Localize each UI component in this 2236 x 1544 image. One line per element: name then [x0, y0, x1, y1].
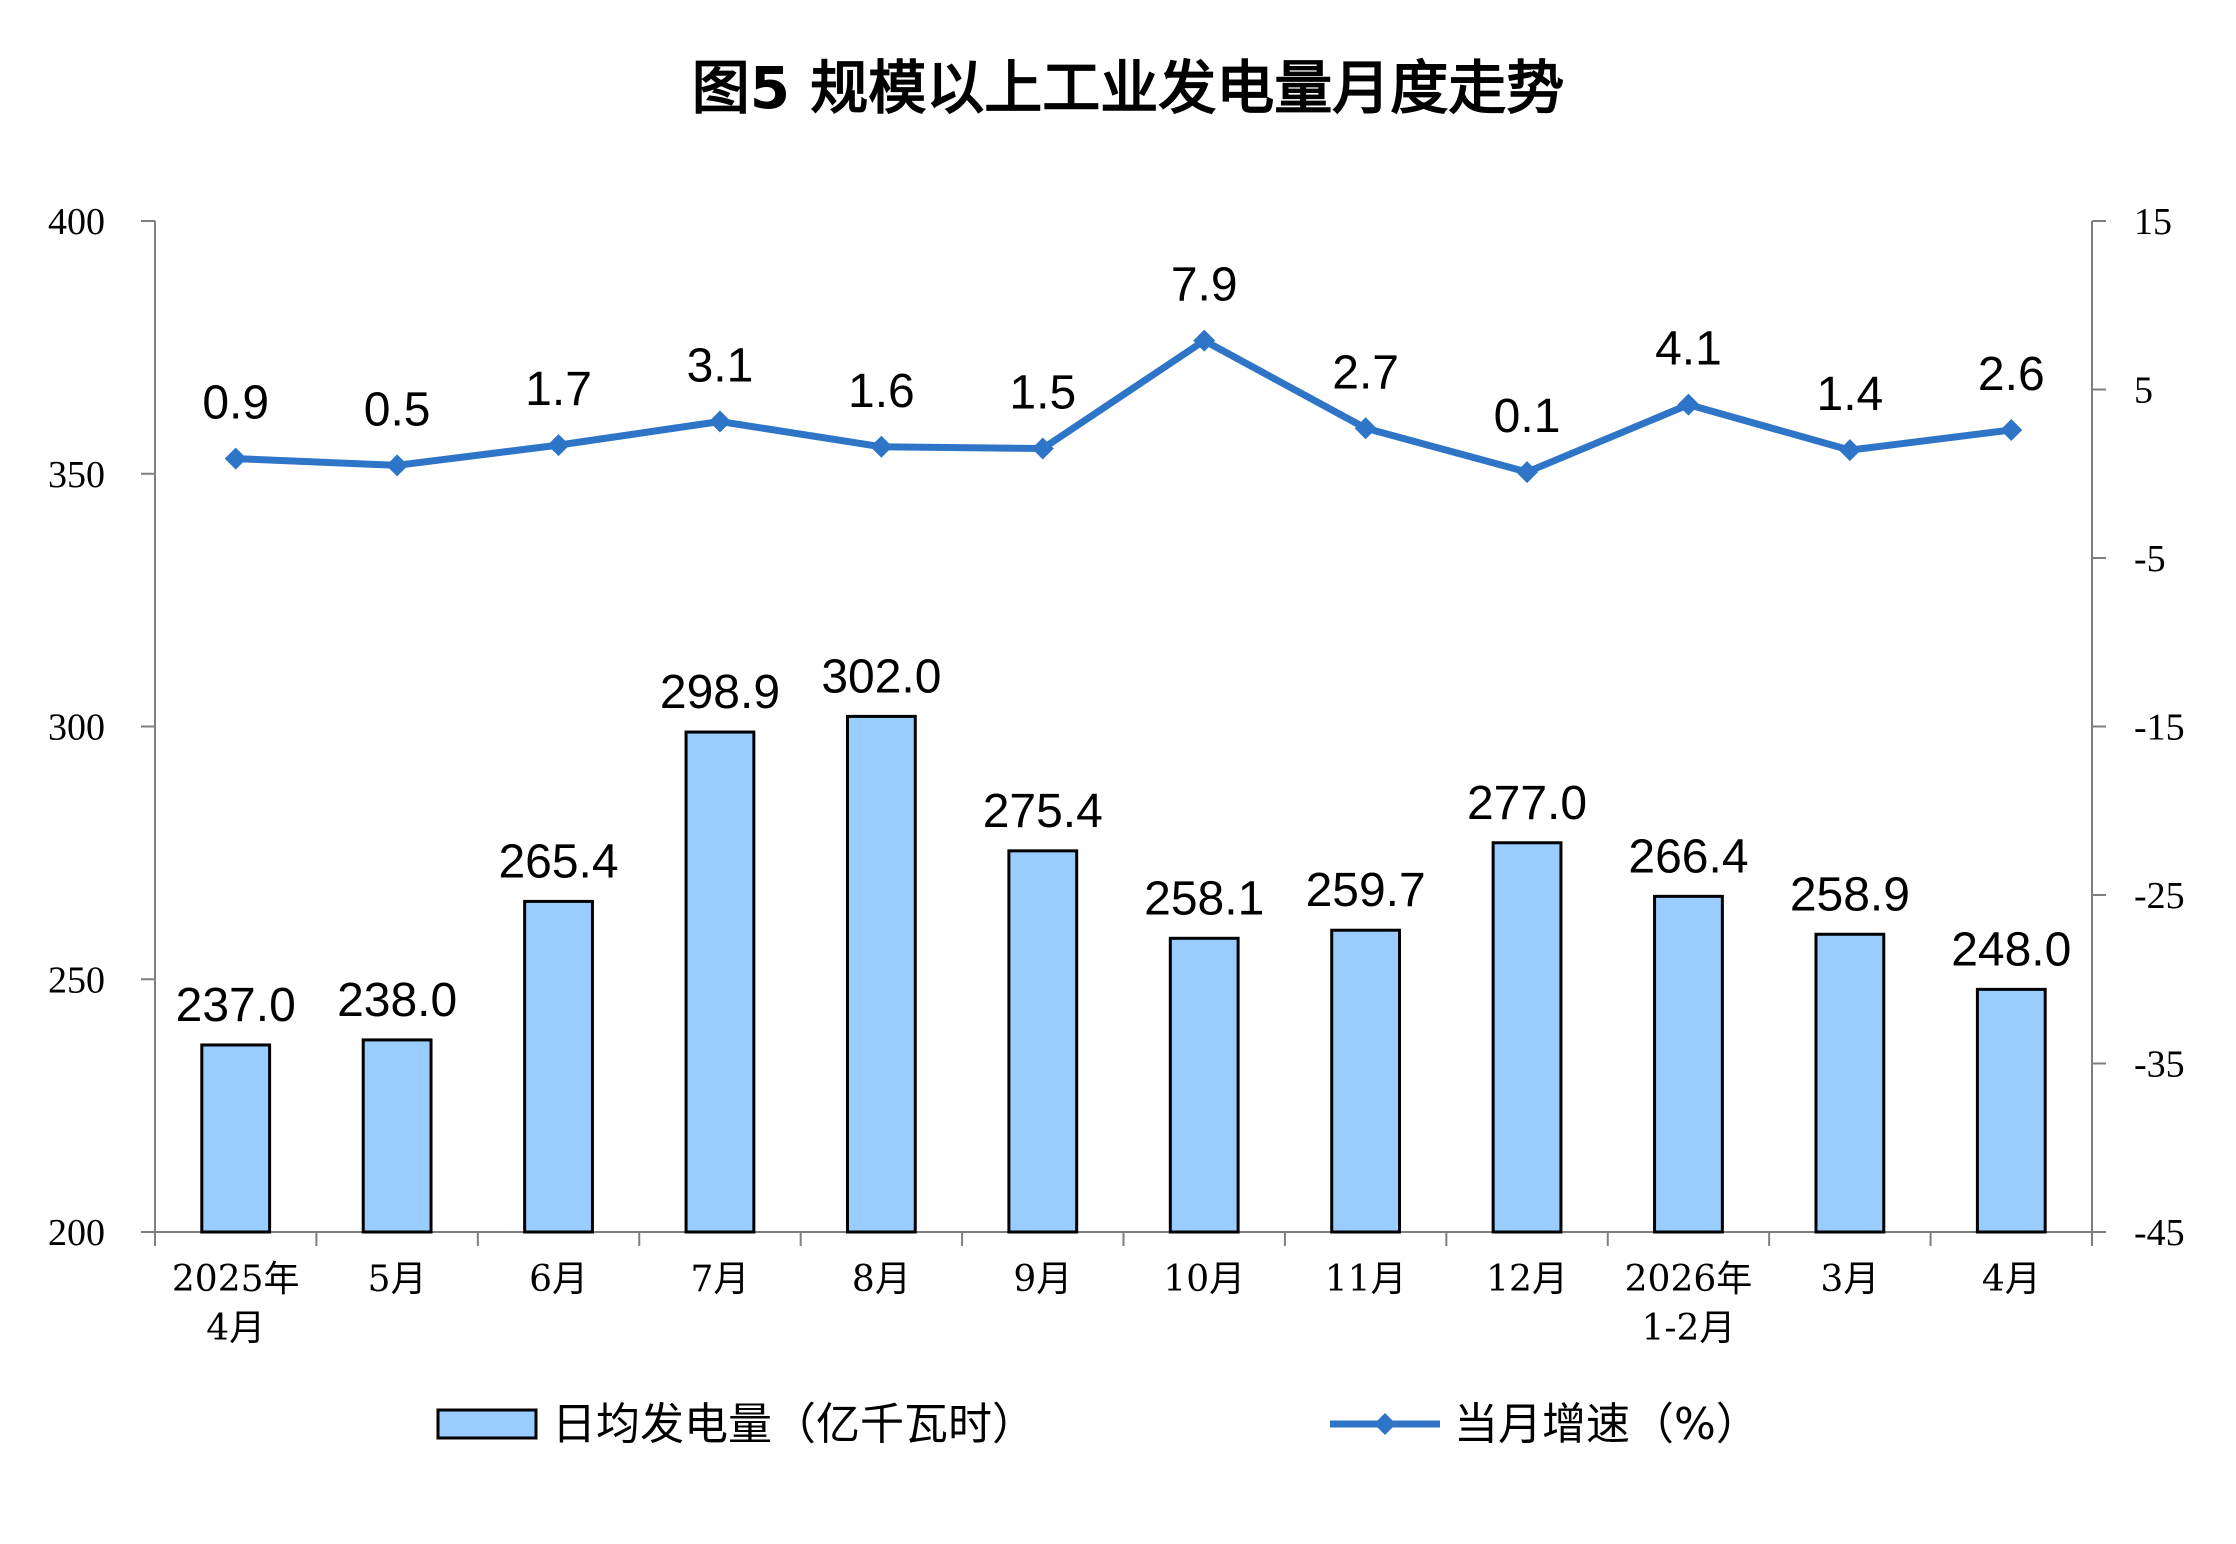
right-tick-label: -35 [2134, 1044, 2185, 1086]
line-point-marker [1838, 439, 1861, 462]
line-value-label: 3.1 [687, 340, 754, 393]
bar [1975, 987, 2047, 1234]
line-value-label: 1.6 [848, 365, 915, 418]
bar-value-label: 277.0 [1467, 777, 1587, 830]
category-label: 2025年 [172, 1259, 300, 1300]
bar [1168, 936, 1240, 1234]
bar [1330, 928, 1402, 1234]
line-value-label: 0.5 [364, 383, 431, 436]
line-value-label: 0.1 [1494, 390, 1561, 443]
line-point-marker [1193, 329, 1216, 352]
category-label: 6月 [529, 1259, 588, 1300]
bar-value-label: 298.9 [660, 666, 780, 719]
category-label: 4月 [206, 1308, 265, 1349]
line-value-label: 1.7 [525, 363, 592, 416]
bar-value-label: 265.4 [498, 835, 618, 888]
left-tick-label: 400 [48, 201, 105, 243]
bar-value-label: 258.1 [1144, 872, 1264, 925]
bar [1491, 841, 1563, 1234]
line-point-marker [2000, 418, 2023, 441]
bar-series [200, 714, 2047, 1234]
right-tick-label: 15 [2134, 201, 2172, 243]
bar-value-label: 266.4 [1628, 830, 1748, 883]
line-data-labels: 0.9 0.5 1.7 3.1 1.6 1.5 7.9 2.7 0.1 4.1 1.4 2.6 [202, 259, 2044, 443]
line-point-marker [708, 410, 731, 433]
right-tick-label: 5 [2134, 370, 2153, 412]
category-label: 10月 [1163, 1259, 1245, 1300]
line-point-marker [1516, 461, 1539, 484]
line-point-marker [547, 434, 570, 457]
right-tick-label: -15 [2134, 707, 2185, 749]
line-point-marker [1031, 437, 1054, 460]
category-label: 7月 [691, 1259, 750, 1300]
category-label: 4月 [1982, 1259, 2041, 1300]
category-label: 12月 [1486, 1259, 1568, 1300]
line-value-label: 0.9 [202, 377, 269, 430]
line-value-label: 1.5 [1009, 366, 1076, 419]
bar [1653, 894, 1724, 1234]
chart-title: 图5 规模以上工业发电量月度走势 [692, 54, 1565, 122]
line-point-marker [1354, 417, 1377, 440]
bar [845, 714, 917, 1234]
left-tick-label: 300 [48, 707, 105, 749]
line-point-marker [870, 435, 893, 458]
category-labels: 2025年 4月 5月 6月 7月 8月 9月 10月 11月 12月 2026年 1-2月 3月 4月 [172, 1259, 2041, 1349]
legend: 日均发电量（亿千瓦时） 当月增速（%） [436, 1399, 1760, 1450]
bar-value-label: 258.9 [1790, 868, 1910, 921]
line-point-marker [224, 447, 247, 470]
category-label: 1-2月 [1641, 1308, 1735, 1349]
category-label: 11月 [1325, 1259, 1407, 1300]
category-label: 3月 [1820, 1259, 1879, 1300]
bar-data-labels: 237.0 238.0 265.4 298.9 302.0 275.4 258.1 259.7… [176, 650, 2072, 1032]
bar-value-label: 302.0 [821, 650, 941, 703]
legend-bar-label: 日均发电量（亿千瓦时） [552, 1399, 1036, 1450]
right-tick-label: -5 [2134, 538, 2166, 580]
axes: 200 250 300 350 400 -45 -35 -25 -15 -5 5 15 [48, 201, 2185, 1254]
left-tick-label: 200 [48, 1212, 105, 1254]
legend-bar-swatch [436, 1408, 538, 1440]
bar [523, 899, 594, 1234]
bar-value-label: 248.0 [1951, 923, 2071, 976]
line-point-marker [1677, 393, 1700, 416]
bar [1007, 849, 1079, 1234]
left-tick-label: 350 [48, 454, 105, 496]
line-value-label: 7.9 [1171, 259, 1238, 312]
legend-line-marker [1374, 1413, 1396, 1435]
line-value-label: 1.4 [1817, 368, 1884, 421]
bar [684, 730, 756, 1234]
category-label: 9月 [1013, 1259, 1072, 1300]
growth-line [235, 337, 2012, 476]
line-value-label: 4.1 [1655, 323, 1722, 376]
bar-value-label: 237.0 [176, 979, 296, 1032]
category-label: 5月 [368, 1259, 427, 1300]
line-series [224, 329, 2023, 484]
category-label: 8月 [852, 1259, 911, 1300]
left-tick-label: 250 [48, 959, 105, 1001]
line-value-label: 2.6 [1978, 348, 2045, 401]
bar-value-label: 259.7 [1306, 864, 1426, 917]
bar-value-label: 238.0 [337, 974, 457, 1027]
right-tick-label: -45 [2134, 1212, 2185, 1254]
legend-line-label: 当月增速（%） [1454, 1399, 1760, 1450]
right-tick-label: -25 [2134, 875, 2185, 917]
bar-value-label: 275.4 [983, 785, 1103, 838]
line-value-label: 2.7 [1332, 346, 1399, 399]
bar [1814, 932, 1886, 1234]
line-point-marker [386, 454, 409, 477]
category-label: 2026年 [1625, 1259, 1753, 1300]
bar [200, 1043, 272, 1234]
bar [361, 1038, 433, 1234]
